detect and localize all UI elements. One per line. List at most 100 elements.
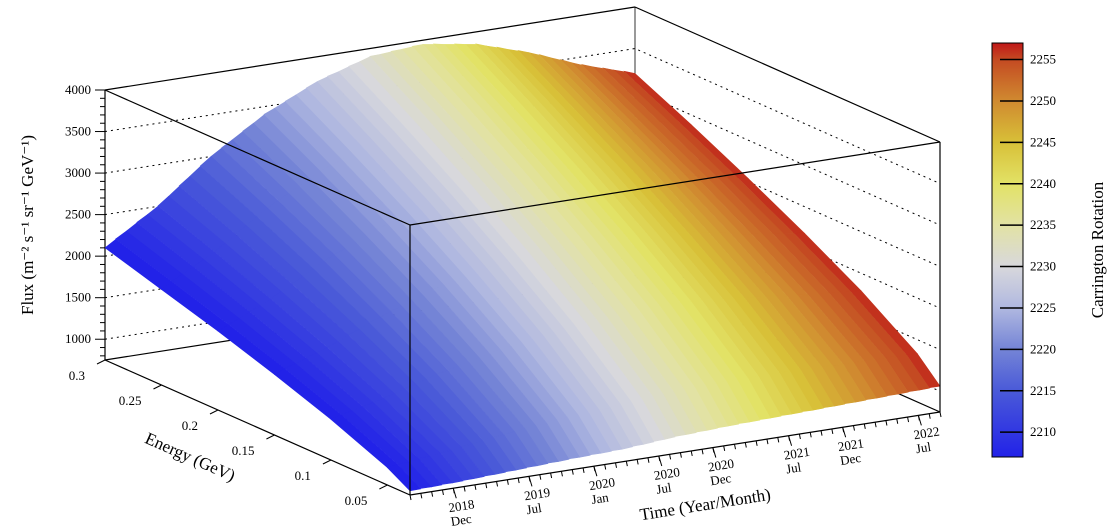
time-tick [593,466,598,477]
time-minor-tick [463,486,466,492]
time-minor-tick [831,428,834,435]
time-minor-tick [496,481,499,487]
time-tick-year: 2022 [912,423,940,442]
time-minor-tick [809,432,812,438]
time-minor-tick [701,449,704,455]
time-minor-tick [560,471,563,477]
time-tick-month: Jul [525,500,543,517]
time-tick [528,476,533,487]
time-minor-tick [723,445,726,451]
time-tick-year: 2021 [837,435,865,454]
axis-labels: 1000 1500 2000 2500 3000 3500 4000 0.3 0.25 0.2 0.… [65,82,941,529]
z-tick-label: 1000 [65,331,91,346]
time-minor-tick [506,479,509,485]
top-right-edge [634,6,941,143]
surface-patch [439,449,475,481]
z-tick-label: 2000 [65,248,91,263]
time-tick [788,435,793,446]
z-tick-label: 1500 [65,290,91,305]
colorbar-tick-label: 2235 [1030,217,1056,232]
energy-tick-label: 0.2 [182,418,198,433]
time-tick-month: Dec [450,511,473,529]
time-minor-tick [409,494,412,501]
time-minor-tick [679,452,682,458]
surface-patch [418,455,453,485]
surface-patch [397,461,432,489]
colorbar: 2210 2215 2220 2225 2230 2235 2240 2245 2250 2255 [991,42,1056,458]
time-minor-tick [896,418,899,424]
time-minor-tick [863,423,866,429]
time-tick-year: 2020 [653,464,681,483]
time-minor-tick [420,493,423,499]
top-left-edge [104,89,411,226]
time-minor-tick [766,439,769,445]
surface-patch [461,443,496,477]
time-minor-tick [820,430,823,436]
colorbar-title: Carrington Rotation [1088,181,1107,318]
time-minor-tick [625,461,628,467]
colorbar-tick-label: 2225 [1030,300,1056,315]
colorbar-gradient [991,42,1024,458]
colorbar-tick-label: 2240 [1030,176,1056,191]
z-axis-title: Flux (m⁻² s⁻¹ sr⁻¹ GeV⁻¹) [18,135,37,315]
energy-tick-label: 0.05 [345,493,368,508]
time-minor-tick [636,459,639,465]
time-minor-tick [939,411,942,418]
colorbar-tick-label: 2250 [1030,93,1056,108]
surface-patch [386,464,422,492]
energy-axis-title: Energy (GeV) [142,429,238,486]
time-minor-tick [733,444,736,450]
z-tick-label: 4000 [65,82,91,97]
time-tick-month: Jul [655,480,673,497]
time-minor-tick [615,462,618,468]
time-minor-tick [474,484,477,490]
time-tick [917,415,922,426]
top-back-edge [104,6,636,91]
z-tick-label: 2500 [65,207,91,222]
time-tick-month: Dec [839,450,862,468]
time-tick-year: 2021 [783,444,811,463]
time-minor-tick [431,491,434,497]
time-tick-year: 2019 [523,484,551,503]
time-tick [658,455,663,467]
time-minor-tick [755,440,758,446]
time-minor-tick [669,454,672,460]
energy-tick [322,459,332,465]
time-minor-tick [777,437,780,443]
time-minor-tick [928,413,931,419]
time-minor-tick [885,420,888,426]
time-tick [842,427,847,438]
time-minor-tick [550,472,553,479]
time-tick [712,447,717,458]
time-tick [452,488,457,499]
time-axis-line [409,411,941,496]
energy-tick-label: 0.1 [295,468,311,483]
colorbar-tick-label: 2210 [1030,424,1056,439]
time-minor-tick [798,433,801,440]
time-minor-tick [647,457,650,463]
energy-tick-label: 0.15 [232,443,255,458]
time-minor-tick [852,425,855,431]
time-tick-month: Dec [709,470,732,488]
time-minor-tick [907,416,910,423]
time-tick-year: 2020 [707,456,735,475]
energy-tick-label: 0.3 [69,368,85,383]
time-tick-year: 2018 [447,496,475,515]
time-minor-tick [485,483,488,489]
time-minor-tick [517,477,520,484]
colorbar-tick-label: 2220 [1030,341,1056,356]
energy-tick [379,484,388,490]
z-tick-label: 3500 [65,124,91,139]
time-minor-tick [441,489,444,496]
time-tick-month: Jul [915,439,933,456]
time-minor-tick [582,467,585,473]
